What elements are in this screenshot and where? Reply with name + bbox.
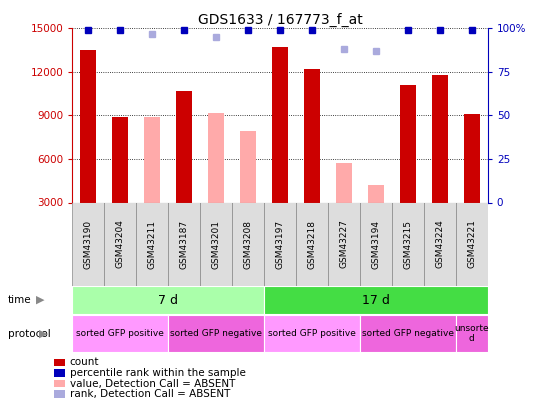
Bar <box>432 75 448 202</box>
Text: GSM43190: GSM43190 <box>84 220 93 269</box>
Text: sorted GFP positive: sorted GFP positive <box>268 329 356 338</box>
Text: GSM43208: GSM43208 <box>243 220 252 269</box>
Bar <box>264 315 360 352</box>
Text: GSM43227: GSM43227 <box>339 220 348 269</box>
Text: 17 d: 17 d <box>362 294 390 307</box>
Bar <box>208 113 224 202</box>
Text: value, Detection Call = ABSENT: value, Detection Call = ABSENT <box>70 379 235 388</box>
Bar <box>80 50 96 202</box>
Bar <box>264 286 488 314</box>
Text: percentile rank within the sample: percentile rank within the sample <box>70 368 245 378</box>
Bar <box>200 202 232 286</box>
Bar <box>176 91 192 202</box>
Bar <box>456 315 488 352</box>
Text: sorted GFP negative: sorted GFP negative <box>170 329 262 338</box>
Text: ▶: ▶ <box>39 329 48 339</box>
Text: GSM43197: GSM43197 <box>276 220 285 269</box>
Bar <box>400 85 416 202</box>
Bar <box>464 114 480 202</box>
Bar <box>392 202 424 286</box>
Text: GSM43201: GSM43201 <box>212 220 221 269</box>
Bar <box>168 315 264 352</box>
Bar <box>456 202 488 286</box>
Bar <box>264 202 296 286</box>
Text: GSM43215: GSM43215 <box>404 220 412 269</box>
Text: time: time <box>8 295 32 305</box>
Bar <box>113 117 128 202</box>
Text: unsorte
d: unsorte d <box>455 324 489 343</box>
Title: GDS1633 / 167773_f_at: GDS1633 / 167773_f_at <box>198 13 362 27</box>
Text: GSM43187: GSM43187 <box>180 220 189 269</box>
Text: GSM43204: GSM43204 <box>116 220 125 269</box>
Bar <box>72 315 168 352</box>
Bar <box>168 202 200 286</box>
Text: rank, Detection Call = ABSENT: rank, Detection Call = ABSENT <box>70 389 230 399</box>
Text: GSM43224: GSM43224 <box>435 220 444 269</box>
Text: GSM43218: GSM43218 <box>308 220 317 269</box>
Text: sorted GFP negative: sorted GFP negative <box>362 329 454 338</box>
Bar <box>368 185 384 202</box>
Bar <box>72 286 264 314</box>
Bar <box>336 162 352 202</box>
Bar <box>272 47 288 202</box>
Bar <box>360 202 392 286</box>
Bar <box>144 117 160 202</box>
Bar <box>360 315 456 352</box>
Text: GSM43211: GSM43211 <box>148 220 157 269</box>
Text: ▶: ▶ <box>36 295 45 305</box>
Text: 7 d: 7 d <box>158 294 178 307</box>
Bar <box>240 131 256 202</box>
Bar <box>136 202 168 286</box>
Bar <box>328 202 360 286</box>
Bar <box>424 202 456 286</box>
Bar <box>72 202 105 286</box>
Text: sorted GFP positive: sorted GFP positive <box>76 329 164 338</box>
Bar <box>232 202 264 286</box>
Bar <box>304 69 320 202</box>
Bar <box>296 202 328 286</box>
Text: GSM43221: GSM43221 <box>467 220 477 269</box>
Text: count: count <box>70 358 99 367</box>
Text: protocol: protocol <box>8 329 51 339</box>
Bar <box>105 202 136 286</box>
Text: GSM43194: GSM43194 <box>371 220 381 269</box>
